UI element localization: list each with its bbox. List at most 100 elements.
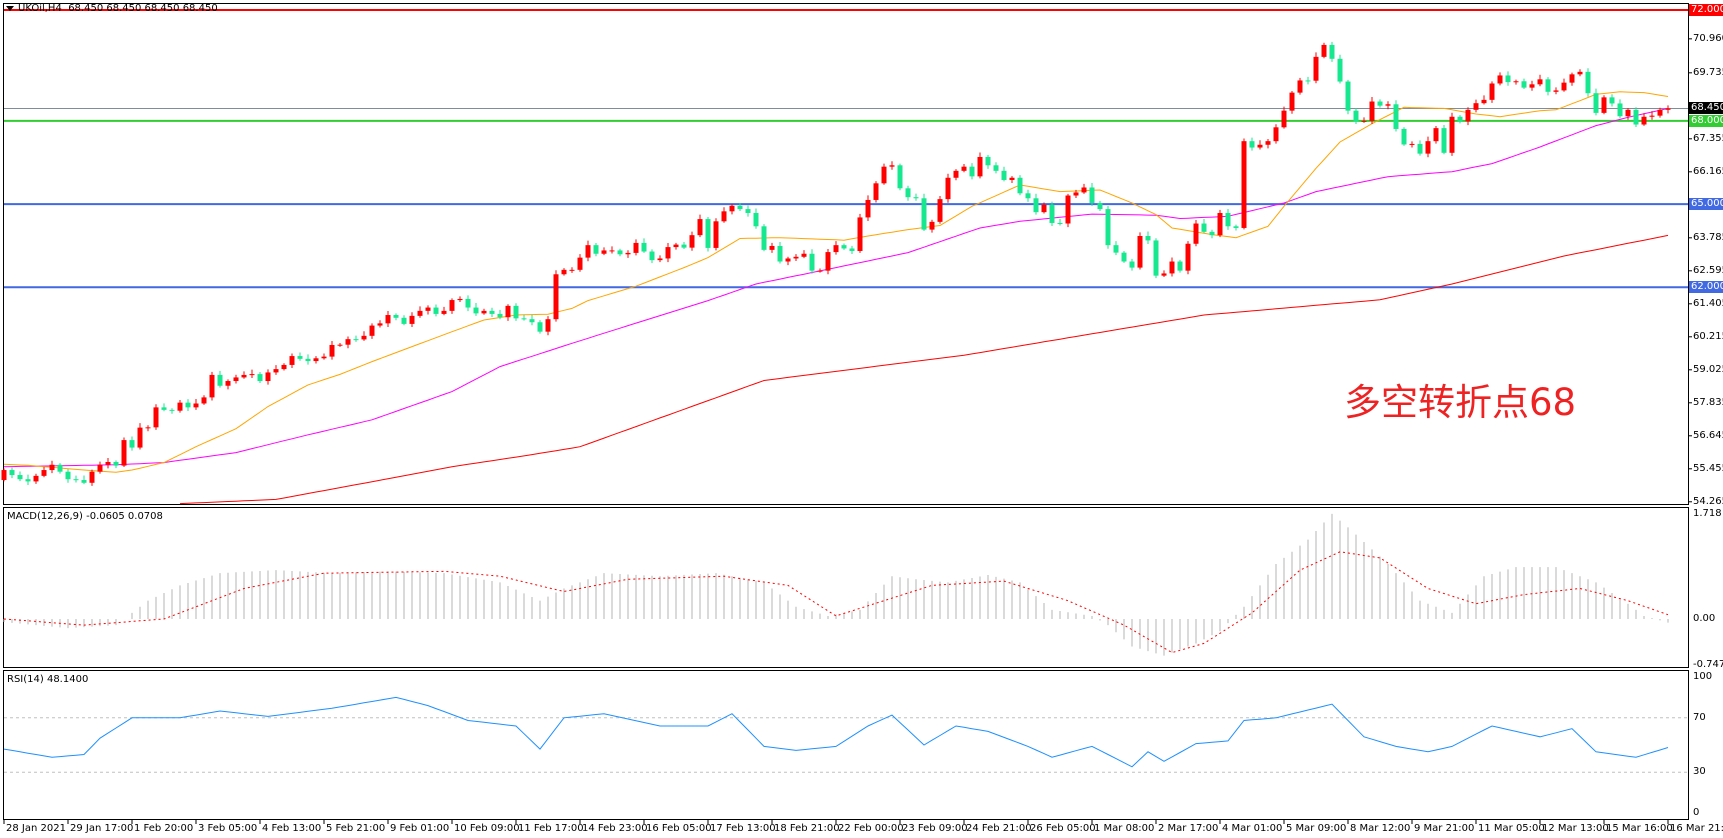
candle-body [977,156,983,177]
time-axis-label: 5 Mar 09:00 [1286,823,1347,834]
candle-body [1353,110,1359,122]
candle-body [1601,97,1607,113]
candle-body [89,471,95,483]
candle-body [633,242,639,253]
candle-body [97,464,103,472]
candle-body [1425,141,1431,154]
candle-body [601,250,607,254]
candle-body [441,310,447,314]
candle-body [793,256,799,259]
candle-body [1441,128,1447,153]
time-axis-label: 10 Feb 09:00 [454,823,520,834]
price-tick-label: 69.735 [1693,66,1723,78]
candle-body [233,377,239,382]
candle-body [1209,231,1215,236]
candle-body [545,319,551,332]
candle-body [905,188,911,198]
candle-body [825,252,831,271]
time-axis-label: 17 Feb 13:00 [710,823,776,834]
time-axis-label: 16 Feb 05:00 [646,823,712,834]
candle-body [481,310,487,314]
candle-body [1025,193,1031,199]
candle-body [57,464,63,472]
candle-body [553,274,559,320]
candle-body [1465,109,1471,122]
rsi-tick-label: 100 [1693,671,1713,682]
candle-body [1225,212,1231,227]
candle-body [729,205,735,212]
candle-body [969,166,975,177]
candle-body [65,471,71,480]
candle-body [1193,223,1199,244]
ma-slow-line [179,234,1669,505]
candle-body [665,247,671,259]
time-axis-label: 26 Feb 05:00 [1030,823,1096,834]
candle-body [897,165,903,189]
candle-body [841,245,847,249]
candle-body [321,356,327,359]
candle-body [281,364,287,370]
candle-body [569,269,575,271]
rsi-tick-label: 70 [1693,711,1706,723]
price-tick-label: 62.595 [1693,264,1723,276]
candle-body [1233,226,1239,228]
candle-body [153,407,159,428]
macd-tick-label: 1.718 [1693,508,1722,520]
candle-body [1145,235,1151,241]
candle-body [201,397,207,404]
candle-body [1369,101,1375,121]
candle-body [537,322,543,332]
candle-body [265,372,271,382]
candle-body [1473,103,1479,110]
candle-body [225,381,231,386]
candle-body [177,402,183,411]
chart-title: UKOil,H4 68.450 68.450 68.450 68.450 [6,3,218,14]
candle-body [417,310,423,316]
candle-body [801,253,807,257]
candle-body [1633,109,1639,125]
candle-body [961,166,967,171]
candle-body [641,242,647,252]
time-axis-label: 1 Feb 20:00 [134,823,194,834]
candle-body [1593,93,1599,113]
candle-body [865,199,871,218]
candle-body [1081,187,1087,193]
candle-body [465,298,471,308]
candle-body [929,221,935,230]
candle-body [313,358,319,362]
candle-body [1545,79,1551,92]
candle-body [329,344,335,357]
candle-body [25,479,31,482]
candle-body [337,344,343,346]
candle-body [1665,108,1671,110]
candle-body [1297,80,1303,93]
candle-body [113,461,119,466]
candle-body [1041,204,1047,213]
candle-body [1641,116,1647,125]
candle-body [1449,116,1455,153]
candle-body [1377,101,1383,106]
time-axis-label: 8 Mar 12:00 [1350,823,1411,834]
candle-body [41,470,47,476]
candle-body [817,270,823,272]
symbol-label: UKOil,H4 [18,3,62,14]
price-level-badge: 72.000 [1689,4,1723,16]
candle-body [1137,235,1143,268]
candle-body [577,257,583,270]
candle-body [1617,103,1623,117]
time-axis-label: 9 Mar 21:00 [1414,823,1475,834]
candle-body [649,251,655,261]
price-level-badge: 62.000 [1689,281,1723,294]
candle-body [1097,203,1103,210]
candle-body [697,219,703,236]
price-tick-label: 56.645 [1693,429,1723,441]
candle-body [937,199,943,222]
candle-body [1625,109,1631,117]
rsi-tick-label: 0 [1693,807,1700,818]
candle-body [257,374,263,382]
dropdown-triangle-icon[interactable] [6,5,14,11]
candle-body [1513,81,1519,83]
candle-body [1089,187,1095,204]
candle-body [377,323,383,326]
